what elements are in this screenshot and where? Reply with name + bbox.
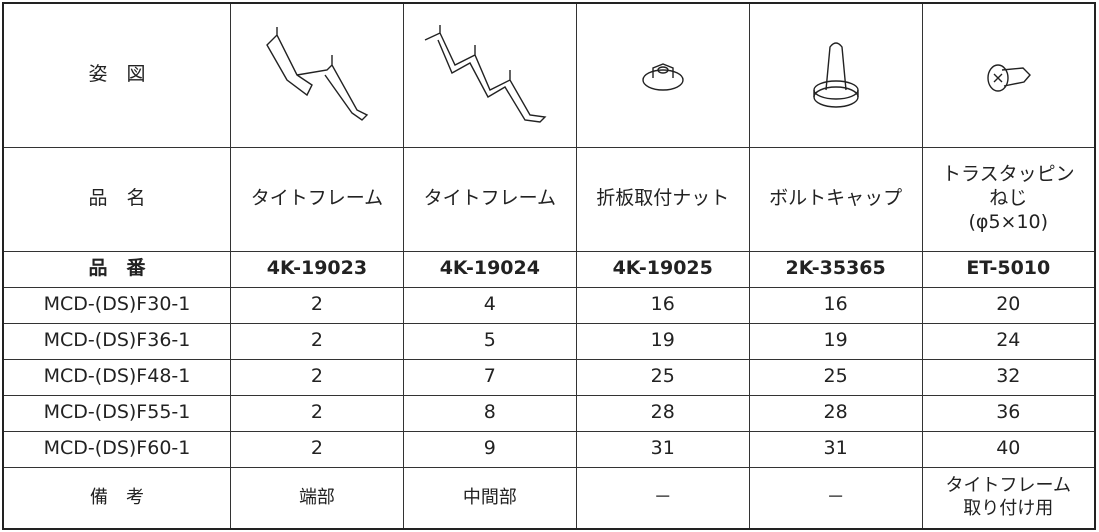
part-number: 4K-19025 — [575, 250, 750, 288]
quantity: 9 — [402, 430, 577, 468]
remark: タイトフレーム 取り付け用 — [921, 466, 1096, 530]
model: MCD-(DS)F60-1 — [2, 430, 231, 468]
part-name: 折板取付ナット — [575, 146, 750, 252]
part-number: ET-5010 — [921, 250, 1096, 288]
part-name: ボルトキャップ — [748, 146, 923, 252]
model: MCD-(DS)F30-1 — [2, 286, 231, 324]
cap-icon — [812, 42, 859, 108]
quantity: 20 — [921, 286, 1096, 324]
remark: 中間部 — [402, 466, 577, 530]
model: MCD-(DS)F55-1 — [2, 394, 231, 432]
part-name: タイトフレーム — [230, 146, 404, 252]
quantity: 7 — [402, 358, 577, 396]
quantity: 8 — [402, 394, 577, 432]
quantity: 2 — [230, 394, 404, 432]
quantity: 2 — [230, 430, 404, 468]
part-name: トラスタッピン ねじ (φ5×10) — [921, 146, 1096, 252]
quantity: 2 — [230, 286, 404, 324]
frame-middle-icon — [424, 25, 547, 123]
quantity: 16 — [575, 286, 750, 324]
quantity: 2 — [230, 358, 404, 396]
quantity: 19 — [748, 322, 923, 360]
figure-cell — [230, 2, 404, 148]
row: 備 考端部 中間部－－タイトフレーム 取り付け用 — [2, 466, 1096, 530]
figure-row: 姿 図 — [2, 2, 1096, 148]
figure-cell — [402, 2, 577, 148]
model-row: MCD-(DS)F60-1 2 9 31 31 40 — [2, 430, 1096, 468]
quantity: 16 — [748, 286, 923, 324]
screw-icon — [987, 64, 1032, 92]
model: MCD-(DS)F36-1 — [2, 322, 231, 360]
quantity: 19 — [575, 322, 750, 360]
part-number: 4K-19023 — [230, 250, 404, 288]
quantity: 28 — [575, 394, 750, 432]
label-cell: 備 考 — [2, 466, 231, 530]
model-row: MCD-(DS)F48-1 2 7 25 25 32 — [2, 358, 1096, 396]
figure-cell — [748, 2, 923, 148]
quantity: 31 — [748, 430, 923, 468]
quantity: 25 — [748, 358, 923, 396]
figure-cell — [921, 2, 1096, 148]
quantity: 32 — [921, 358, 1096, 396]
quantity: 40 — [921, 430, 1096, 468]
label-cell: 品 番 — [2, 250, 231, 288]
nut-icon — [642, 63, 684, 91]
remark: 端部 — [230, 466, 404, 530]
part-number: 4K-19024 — [402, 250, 577, 288]
label-cell: 姿 図 — [2, 2, 231, 148]
quantity: 2 — [230, 322, 404, 360]
quantity: 5 — [402, 322, 577, 360]
quantity: 28 — [748, 394, 923, 432]
quantity: 36 — [921, 394, 1096, 432]
quantity: 25 — [575, 358, 750, 396]
row: 品 番 4K-19023 4K-19024 4K-19025 2K-35365 ET-50… — [2, 250, 1096, 288]
label-cell: 品 名 — [2, 146, 231, 252]
model: MCD-(DS)F48-1 — [2, 358, 231, 396]
part-name: タイトフレーム — [402, 146, 577, 252]
model-row: MCD-(DS)F55-1 2 8 28 28 36 — [2, 394, 1096, 432]
remark: － — [748, 466, 923, 530]
model-row: MCD-(DS)F36-1 2 5 19 19 24 — [2, 322, 1096, 360]
remark: － — [575, 466, 750, 530]
row: 品 名タイトフレーム タイトフレーム 折板取付ナット ボルトキャップ トラスタッピン ね… — [2, 146, 1096, 252]
quantity: 4 — [402, 286, 577, 324]
part-number: 2K-35365 — [748, 250, 923, 288]
quantity: 24 — [921, 322, 1096, 360]
frame-end-icon — [266, 27, 369, 122]
quantity: 31 — [575, 430, 750, 468]
model-row: MCD-(DS)F30-1 2 4 16 16 20 — [2, 286, 1096, 324]
figure-cell — [575, 2, 750, 148]
